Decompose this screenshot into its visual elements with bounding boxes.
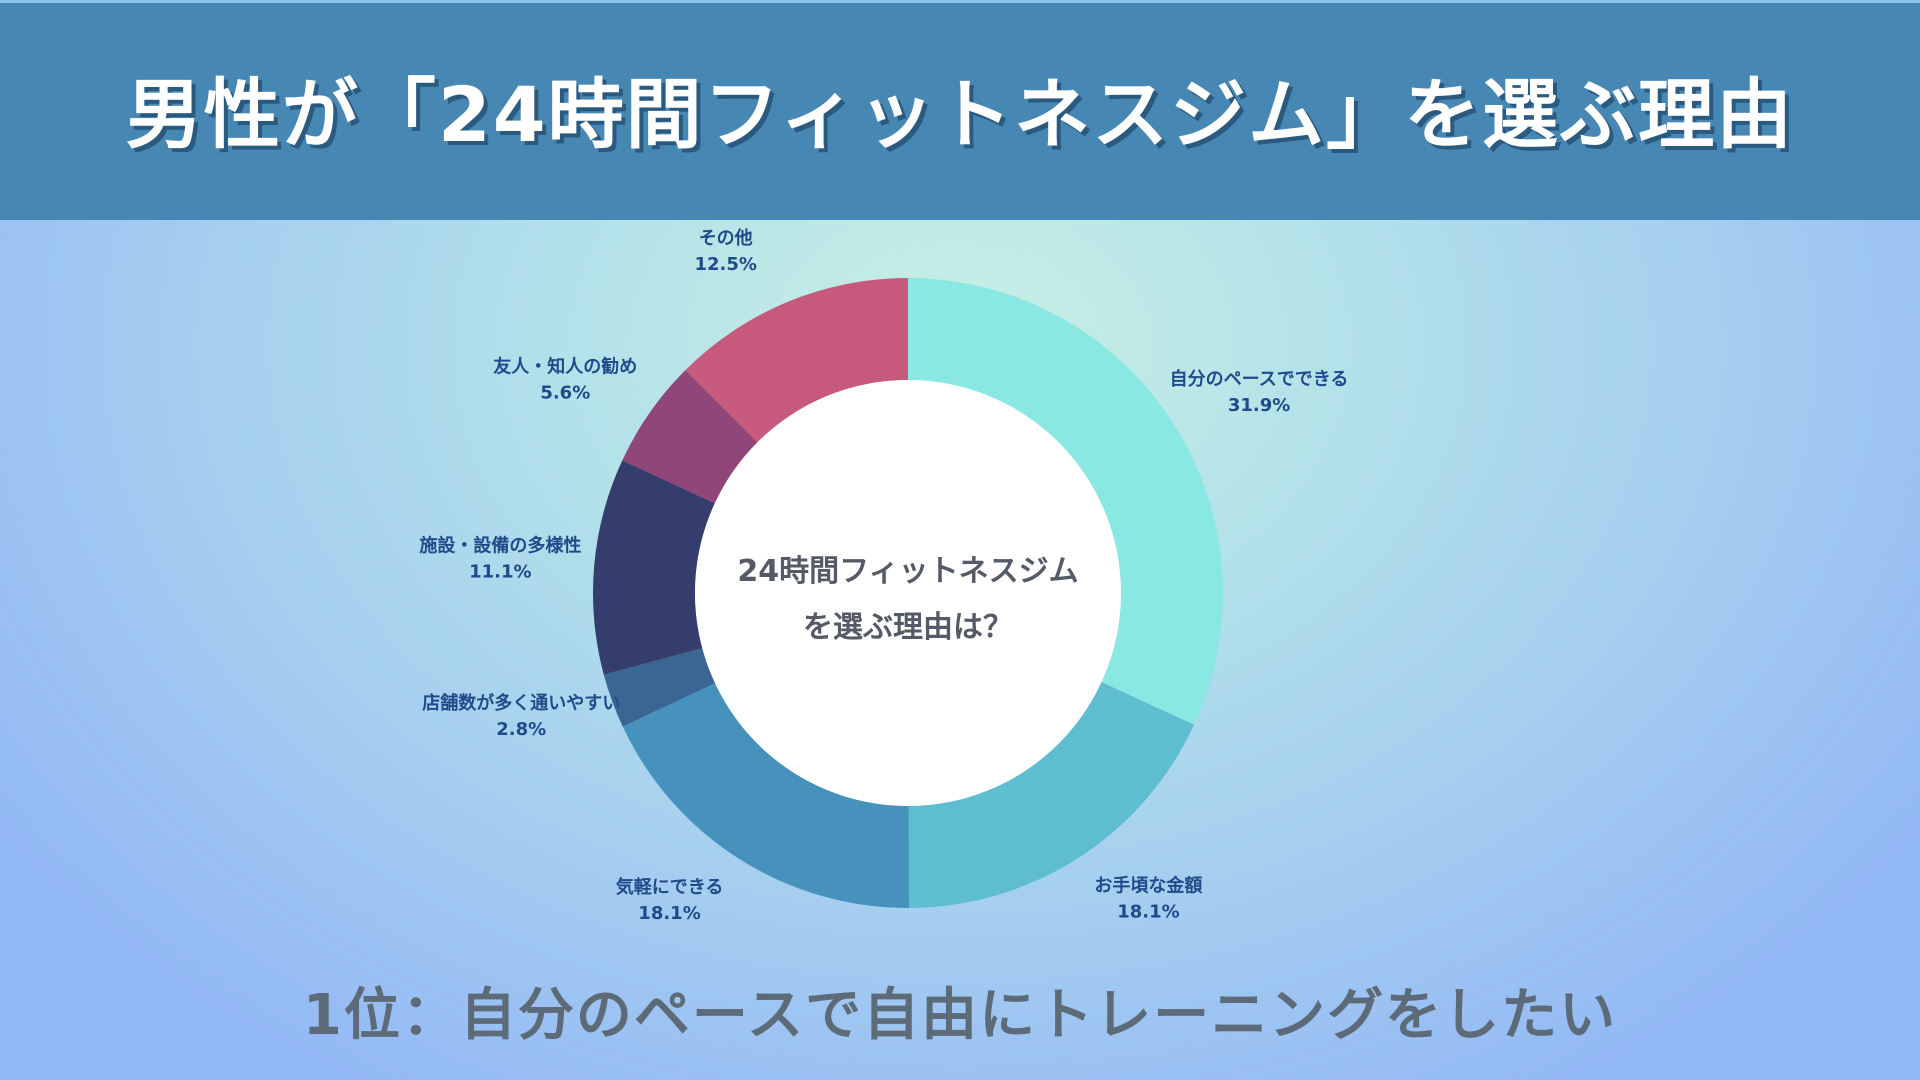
slice-label: 店舗数が多く通いやすい: [422, 692, 620, 714]
slice-label: 自分のペースでできる: [1170, 368, 1349, 390]
pie-slice: [622, 370, 758, 504]
footer-conclusion: 1位：自分のペースで自由にトレーニングをしたい: [302, 983, 1618, 1048]
pie-slice: [593, 460, 715, 675]
slice-value-label: 18.1%: [1117, 902, 1179, 923]
pie-slice: [685, 278, 908, 443]
header-bar: 男性が「24時間フィットネスジム」を選ぶ理由: [0, 0, 1920, 220]
pie-slice: [603, 648, 716, 727]
center-text: を選ぶ理由は？: [803, 610, 1013, 645]
slice-value-label: 18.1%: [638, 903, 700, 924]
slice-label: お手頃な金額: [1094, 875, 1202, 897]
center-text: 24時間フィットネスジム: [737, 554, 1078, 589]
donut-center: [695, 380, 1121, 806]
slice-value-label: 2.8%: [496, 719, 546, 740]
slice-label: 施設・設備の多様性: [419, 534, 581, 556]
slice-value-label: 5.6%: [540, 383, 590, 404]
pie-slice: [908, 682, 1195, 908]
slice-label: その他: [699, 227, 753, 249]
slice-label: 気軽にできる: [616, 876, 724, 898]
slice-label: 友人・知人の勧め: [493, 356, 637, 378]
pie-slice: [908, 278, 1223, 725]
pie-slice: [622, 683, 909, 909]
slice-value-label: 12.5%: [694, 254, 756, 275]
page-title: 男性が「24時間フィットネスジム」を選ぶ理由: [125, 70, 1795, 159]
slice-value-label: 11.1%: [469, 561, 531, 582]
slice-value-label: 31.9%: [1228, 395, 1290, 416]
